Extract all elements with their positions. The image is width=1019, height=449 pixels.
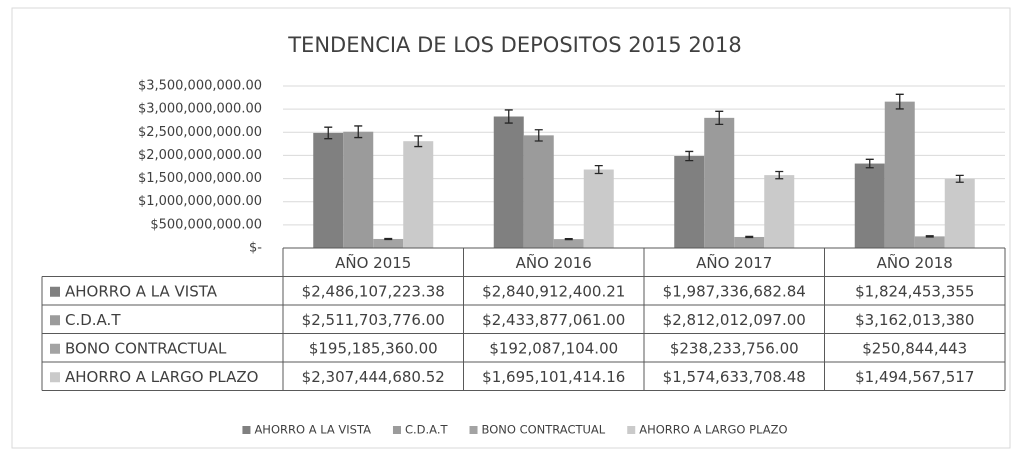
- legend-key: [50, 372, 60, 383]
- bar: [403, 141, 434, 248]
- legend-label: C.D.A.T: [405, 423, 449, 437]
- table-value: $1,824,453,355: [855, 282, 974, 300]
- error-bar: [594, 164, 603, 175]
- y-tick-label: $500,000,000.00: [150, 217, 262, 232]
- legend-key: [50, 343, 60, 354]
- table-value: $1,574,633,708.48: [663, 368, 806, 386]
- row-label: C.D.A.T: [65, 311, 121, 329]
- bar: [343, 131, 374, 248]
- x-tick-label: AÑO 2016: [516, 253, 592, 272]
- table-value: $2,840,912,400.21: [482, 282, 625, 300]
- bar: [764, 175, 795, 248]
- table-value: $2,433,877,061.00: [482, 311, 625, 329]
- legend-key: [469, 426, 478, 434]
- bar: [884, 101, 915, 248]
- table-value: $195,185,360.00: [309, 339, 438, 357]
- error-bar: [384, 237, 393, 241]
- bar: [674, 156, 705, 248]
- bar: [704, 117, 735, 248]
- bar: [553, 239, 584, 248]
- error-bar: [925, 235, 934, 238]
- table-value: $192,087,104.00: [489, 339, 618, 357]
- legend-label: BONO CONTRACTUAL: [482, 423, 606, 437]
- error-bar: [414, 135, 423, 148]
- y-tick-label: $1,500,000,000.00: [138, 171, 262, 186]
- bar: [914, 236, 945, 248]
- error-bar: [685, 150, 694, 162]
- row-label: BONO CONTRACTUAL: [65, 339, 227, 357]
- table-value: $1,987,336,682.84: [663, 282, 806, 300]
- y-tick-label: $2,000,000,000.00: [138, 148, 262, 163]
- error-bar: [324, 126, 333, 140]
- y-tick-label: $3,500,000,000.00: [138, 79, 262, 94]
- y-tick-label: $-: [249, 241, 262, 256]
- bar: [523, 135, 554, 248]
- legend-key: [50, 286, 60, 297]
- bar: [944, 178, 975, 248]
- error-bar: [895, 93, 904, 110]
- bar: [583, 169, 614, 248]
- legend-key: [50, 315, 60, 326]
- error-bar: [715, 110, 724, 126]
- bar: [734, 236, 765, 248]
- table-value: $2,307,444,680.52: [302, 368, 445, 386]
- x-tick-label: AÑO 2018: [877, 253, 953, 272]
- bar: [373, 238, 404, 248]
- error-bar: [955, 174, 964, 183]
- table-value: $1,695,101,414.16: [482, 368, 625, 386]
- bar: [854, 163, 885, 248]
- legend-label: AHORRO A LA VISTA: [254, 423, 371, 437]
- legend-key: [392, 426, 401, 434]
- table-value: $250,844,443: [862, 339, 967, 357]
- y-tick-label: $3,000,000,000.00: [138, 102, 262, 117]
- table-value: $238,233,756.00: [670, 339, 799, 357]
- error-bar: [865, 158, 874, 169]
- table-value: $2,812,012,097.00: [663, 311, 806, 329]
- bar: [493, 116, 524, 248]
- x-tick-label: AÑO 2017: [696, 253, 772, 272]
- legend-label: AHORRO A LARGO PLAZO: [639, 423, 787, 437]
- table-value: $2,511,703,776.00: [302, 311, 445, 329]
- error-bar: [775, 170, 784, 180]
- table-value: $1,494,567,517: [855, 368, 974, 386]
- y-tick-label: $2,500,000,000.00: [138, 125, 262, 140]
- legend-key: [242, 426, 251, 434]
- y-tick-label: $1,000,000,000.00: [138, 194, 262, 209]
- row-label: AHORRO A LARGO PLAZO: [65, 368, 258, 386]
- bar: [313, 132, 344, 248]
- chart-title: TENDENCIA DE LOS DEPOSITOS 2015 2018: [287, 33, 742, 57]
- x-tick-label: AÑO 2015: [335, 253, 411, 272]
- error-bar: [745, 235, 754, 239]
- error-bar: [504, 109, 513, 124]
- legend-key: [627, 426, 636, 434]
- error-bar: [534, 129, 543, 142]
- error-bar: [564, 238, 573, 241]
- error-bar: [354, 125, 363, 139]
- table-value: $3,162,013,380: [855, 311, 974, 329]
- row-label: AHORRO A LA VISTA: [65, 282, 218, 300]
- table-value: $2,486,107,223.38: [302, 282, 445, 300]
